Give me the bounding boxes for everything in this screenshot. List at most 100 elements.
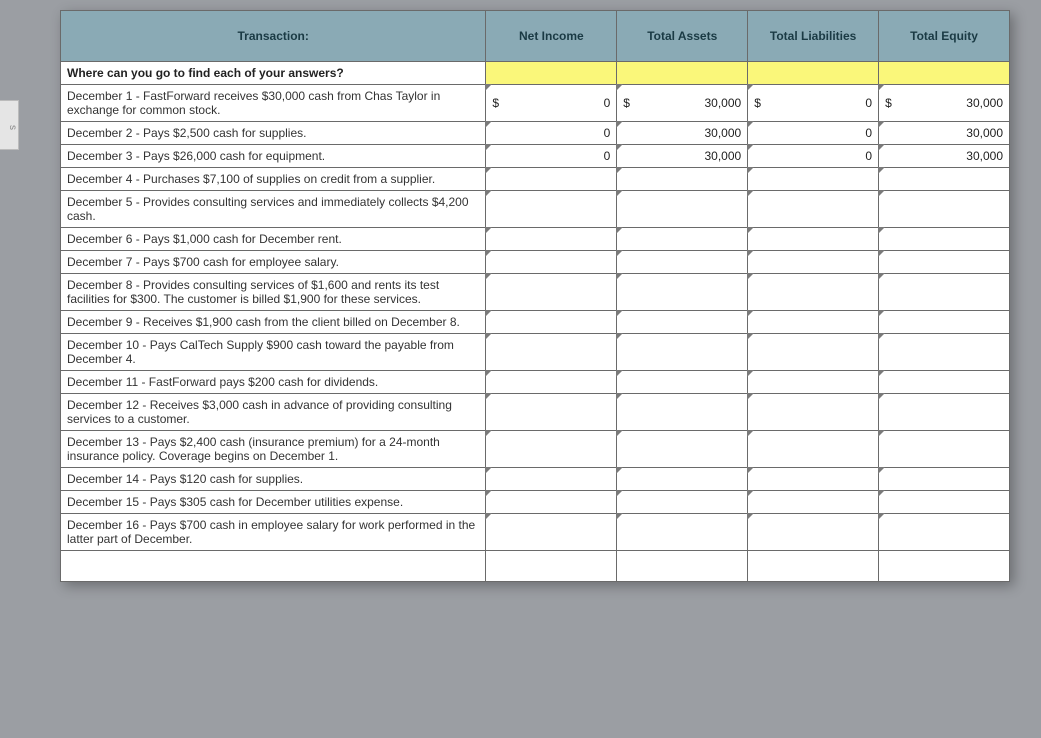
cell-value: 30,000 — [704, 96, 741, 110]
total-liabilities-cell[interactable] — [748, 191, 879, 228]
total-assets-cell[interactable] — [617, 468, 748, 491]
cell-value: 0 — [604, 96, 611, 110]
table-row: December 4 - Purchases $7,100 of supplie… — [61, 168, 1010, 191]
net-income-cell[interactable]: $0 — [486, 85, 617, 122]
net-income-cell[interactable] — [486, 468, 617, 491]
header-net-income: Net Income — [486, 11, 617, 62]
total-equity-cell[interactable]: $30,000 — [879, 85, 1010, 122]
total-equity-cell[interactable] — [879, 251, 1010, 274]
total-assets-cell[interactable] — [617, 311, 748, 334]
header-total-liabilities: Total Liabilities — [748, 11, 879, 62]
transaction-cell: December 12 - Receives $3,000 cash in ad… — [61, 394, 486, 431]
total-liabilities-cell[interactable] — [748, 168, 879, 191]
total-liabilities-cell[interactable] — [748, 514, 879, 551]
total-equity-cell[interactable] — [879, 491, 1010, 514]
net-income-cell[interactable] — [486, 514, 617, 551]
table-row: December 5 - Provides consulting service… — [61, 191, 1010, 228]
total-assets-cell[interactable] — [617, 274, 748, 311]
question-blank[interactable] — [748, 62, 879, 85]
transaction-cell: December 10 - Pays CalTech Supply $900 c… — [61, 334, 486, 371]
total-assets-cell[interactable] — [617, 191, 748, 228]
total-assets-cell[interactable] — [617, 334, 748, 371]
blank-cell[interactable] — [879, 551, 1010, 582]
total-equity-cell[interactable] — [879, 311, 1010, 334]
total-assets-cell[interactable] — [617, 491, 748, 514]
total-liabilities-cell[interactable] — [748, 394, 879, 431]
net-income-cell[interactable] — [486, 191, 617, 228]
table-row: December 1 - FastForward receives $30,00… — [61, 85, 1010, 122]
total-equity-cell[interactable] — [879, 394, 1010, 431]
table-row: December 15 - Pays $305 cash for Decembe… — [61, 491, 1010, 514]
net-income-cell[interactable] — [486, 491, 617, 514]
total-assets-cell[interactable] — [617, 251, 748, 274]
total-liabilities-cell[interactable] — [748, 311, 879, 334]
net-income-cell[interactable] — [486, 168, 617, 191]
total-equity-cell[interactable] — [879, 191, 1010, 228]
net-income-cell[interactable] — [486, 251, 617, 274]
total-assets-cell[interactable] — [617, 431, 748, 468]
net-income-cell[interactable] — [486, 431, 617, 468]
net-income-cell[interactable]: 0 — [486, 122, 617, 145]
total-assets-cell[interactable] — [617, 371, 748, 394]
net-income-cell[interactable] — [486, 334, 617, 371]
total-equity-cell[interactable]: 30,000 — [879, 122, 1010, 145]
table-row-blank — [61, 551, 1010, 582]
blank-cell[interactable] — [486, 551, 617, 582]
cell-value: 30,000 — [966, 96, 1003, 110]
transaction-cell: December 7 - Pays $700 cash for employee… — [61, 251, 486, 274]
total-assets-cell[interactable]: $30,000 — [617, 85, 748, 122]
total-equity-cell[interactable] — [879, 228, 1010, 251]
cell-value: 30,000 — [704, 149, 741, 163]
net-income-cell[interactable] — [486, 311, 617, 334]
cell-value: 30,000 — [966, 149, 1003, 163]
cell-value: 0 — [865, 149, 872, 163]
total-equity-cell[interactable] — [879, 431, 1010, 468]
question-blank[interactable] — [617, 62, 748, 85]
total-equity-cell[interactable] — [879, 468, 1010, 491]
total-assets-cell[interactable] — [617, 168, 748, 191]
net-income-cell[interactable] — [486, 371, 617, 394]
total-equity-cell[interactable]: 30,000 — [879, 145, 1010, 168]
cell-value: 0 — [865, 126, 872, 140]
total-assets-cell[interactable]: 30,000 — [617, 122, 748, 145]
cell-value: 0 — [865, 96, 872, 110]
total-assets-cell[interactable] — [617, 514, 748, 551]
total-equity-cell[interactable] — [879, 274, 1010, 311]
question-blank[interactable] — [879, 62, 1010, 85]
worksheet: Transaction: Net Income Total Assets Tot… — [60, 10, 1010, 582]
total-liabilities-cell[interactable] — [748, 274, 879, 311]
table-row: December 11 - FastForward pays $200 cash… — [61, 371, 1010, 394]
blank-cell[interactable] — [617, 551, 748, 582]
total-assets-cell[interactable] — [617, 394, 748, 431]
total-liabilities-cell[interactable] — [748, 431, 879, 468]
total-assets-cell[interactable]: 30,000 — [617, 145, 748, 168]
total-liabilities-cell[interactable] — [748, 228, 879, 251]
transaction-cell: December 8 - Provides consulting service… — [61, 274, 486, 311]
total-equity-cell[interactable] — [879, 514, 1010, 551]
total-liabilities-cell[interactable]: $0 — [748, 85, 879, 122]
total-equity-cell[interactable] — [879, 371, 1010, 394]
total-equity-cell[interactable] — [879, 334, 1010, 371]
question-blank[interactable] — [486, 62, 617, 85]
cell-value: 30,000 — [966, 126, 1003, 140]
blank-cell[interactable] — [61, 551, 486, 582]
table-row: December 2 - Pays $2,500 cash for suppli… — [61, 122, 1010, 145]
total-liabilities-cell[interactable] — [748, 468, 879, 491]
blank-cell[interactable] — [748, 551, 879, 582]
total-liabilities-cell[interactable] — [748, 251, 879, 274]
net-income-cell[interactable] — [486, 228, 617, 251]
total-liabilities-cell[interactable]: 0 — [748, 122, 879, 145]
currency-symbol: $ — [623, 96, 630, 110]
total-liabilities-cell[interactable] — [748, 334, 879, 371]
total-liabilities-cell[interactable]: 0 — [748, 145, 879, 168]
table-row: December 8 - Provides consulting service… — [61, 274, 1010, 311]
currency-symbol: $ — [885, 96, 892, 110]
net-income-cell[interactable] — [486, 274, 617, 311]
net-income-cell[interactable] — [486, 394, 617, 431]
total-liabilities-cell[interactable] — [748, 371, 879, 394]
total-liabilities-cell[interactable] — [748, 491, 879, 514]
net-income-cell[interactable]: 0 — [486, 145, 617, 168]
table-row: December 7 - Pays $700 cash for employee… — [61, 251, 1010, 274]
total-assets-cell[interactable] — [617, 228, 748, 251]
total-equity-cell[interactable] — [879, 168, 1010, 191]
